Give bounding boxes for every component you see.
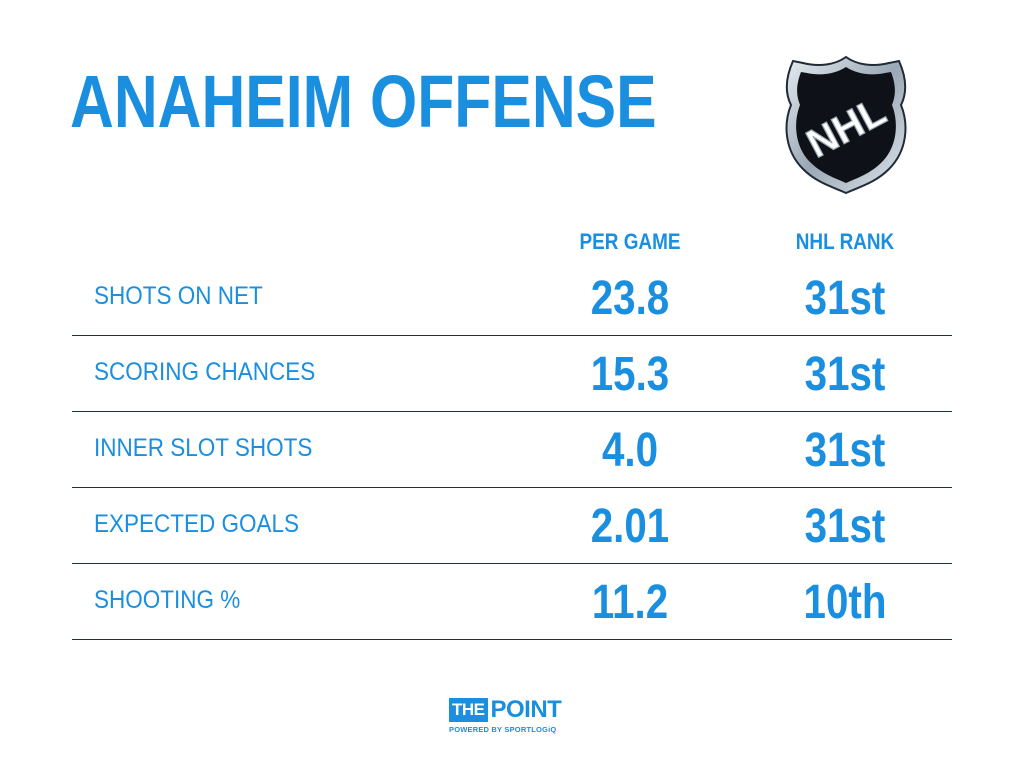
per-game-value: 11.2 [591, 576, 669, 629]
table-row: SHOTS ON NET 23.8 31st [72, 260, 952, 336]
row-label: EXPECTED GOALS [94, 510, 300, 538]
table-row: SHOOTING % 11.2 10th [72, 564, 952, 640]
table-row: EXPECTED GOALS 2.01 31st [72, 488, 952, 564]
per-game-value: 23.8 [590, 272, 670, 325]
nhl-rank-value: 31st [804, 348, 886, 401]
the-point-logo: THE POINT POWERED BY SPORTLOGiQ [449, 697, 579, 741]
brand-the: THE [449, 698, 488, 722]
table-row: SCORING CHANCES 15.3 31st [72, 336, 952, 412]
column-header-nhl-rank: NHL RANK [795, 229, 895, 254]
row-label: SCORING CHANCES [94, 358, 316, 386]
nhl-shield-logo: NHL [785, 55, 907, 195]
powered-by-text: POWERED BY SPORTLOGiQ [449, 725, 557, 734]
brand-point: POINT [490, 696, 562, 723]
nhl-rank-value: 31st [804, 272, 886, 325]
column-header-per-game: PER GAME [579, 229, 681, 254]
per-game-value: 4.0 [601, 424, 659, 477]
row-label: SHOOTING % [94, 586, 241, 614]
stats-table: SHOTS ON NET 23.8 31st SCORING CHANCES 1… [72, 260, 952, 640]
nhl-rank-value: 31st [804, 500, 886, 553]
row-label: INNER SLOT SHOTS [94, 434, 313, 462]
table-row: INNER SLOT SHOTS 4.0 31st [72, 412, 952, 488]
per-game-value: 2.01 [590, 500, 670, 553]
page-title: ANAHEIM OFFENSE [70, 60, 657, 143]
row-label: SHOTS ON NET [94, 282, 263, 310]
per-game-value: 15.3 [590, 348, 670, 401]
nhl-rank-value: 10th [803, 576, 887, 629]
nhl-rank-value: 31st [804, 424, 886, 477]
